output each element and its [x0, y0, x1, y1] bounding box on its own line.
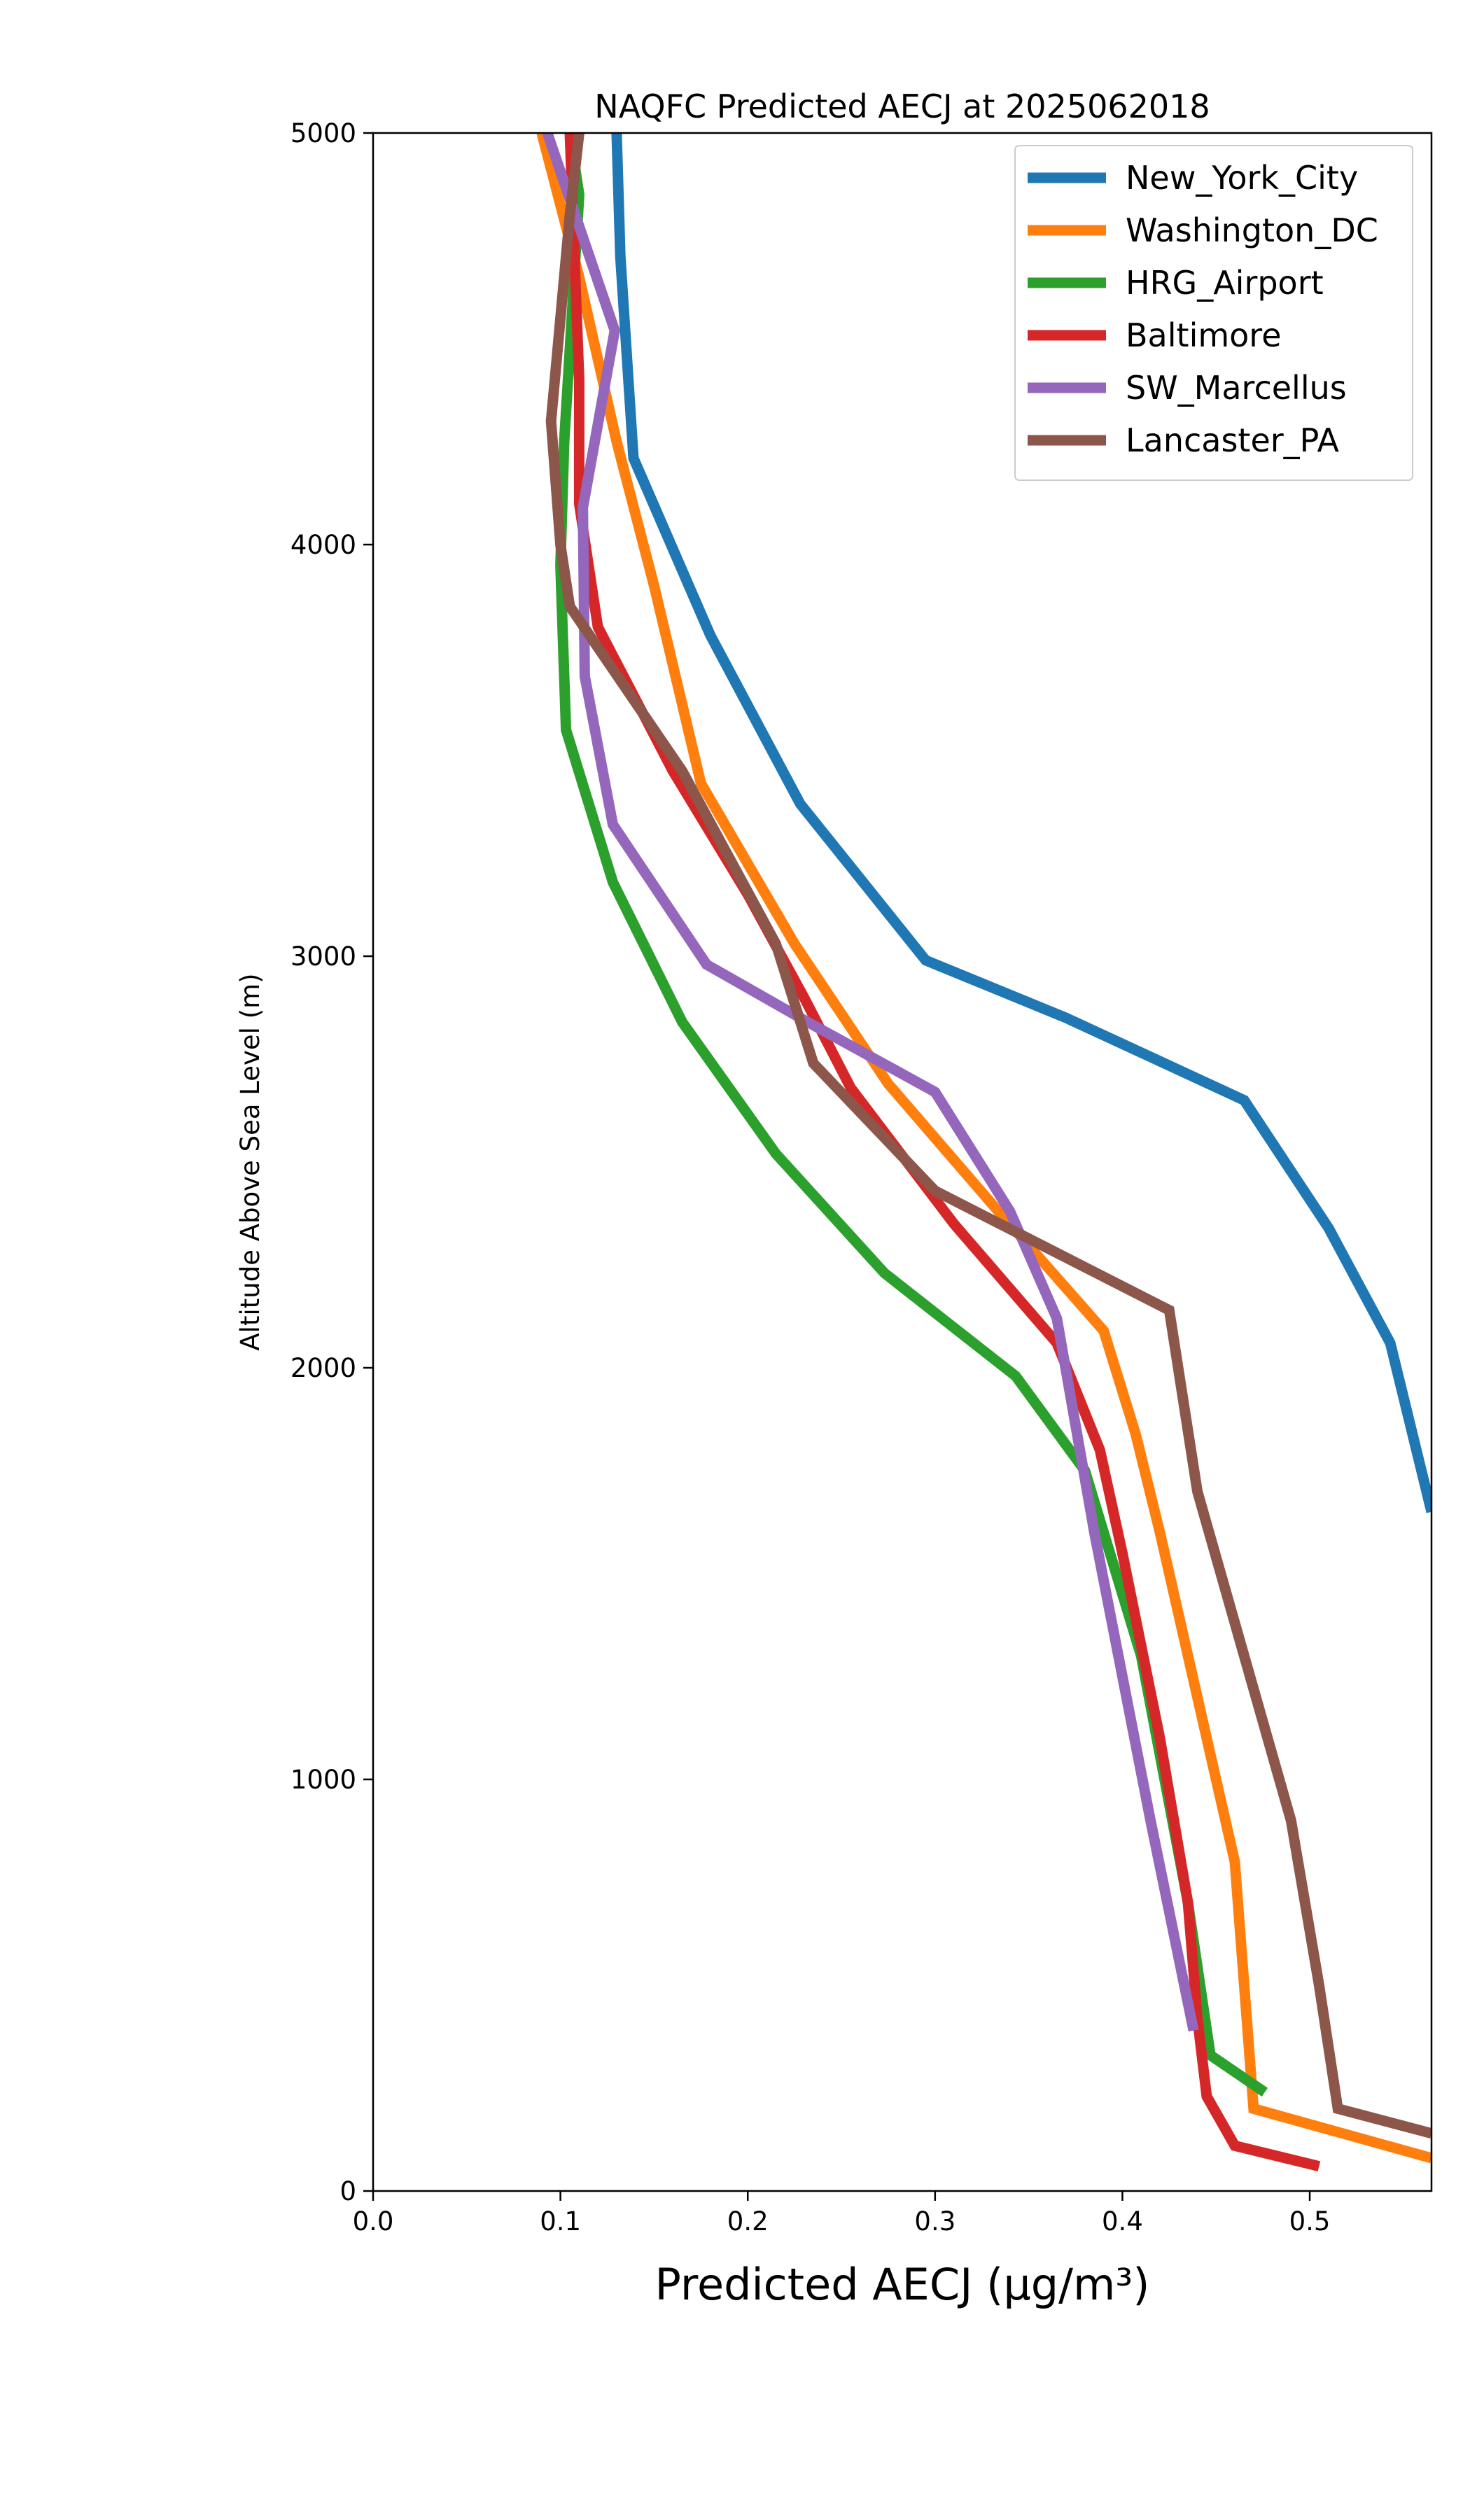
- legend-entry-sw-marcellus: SW_Marcellus: [1028, 369, 1347, 407]
- x-tick-label: 0.3: [914, 2206, 955, 2236]
- x-axis-label: Predicted AECJ (μg/m³): [655, 2259, 1150, 2310]
- legend-entry-washington-dc: Washington_DC: [1028, 211, 1378, 249]
- series-layer: [536, 133, 1432, 2171]
- chart-title: NAQFC Predicted AECJ at 2025062018: [594, 88, 1210, 125]
- legend: New_York_City Washington_DC HRG_Airport Bal…: [1014, 145, 1413, 481]
- series-line-washington-dc: [536, 133, 1432, 2164]
- legend-entry-new-york-city: New_York_City: [1028, 159, 1358, 197]
- x-tick-label: 0.5: [1289, 2206, 1331, 2236]
- x-tick-label: 0.2: [727, 2206, 769, 2236]
- legend-label: SW_Marcellus: [1126, 369, 1347, 407]
- series-line-lancaster-pa: [545, 133, 1432, 2138]
- series-line-sw-marcellus: [542, 133, 1199, 2032]
- legend-items: New_York_City Washington_DC HRG_Airport Bal…: [1028, 159, 1378, 459]
- legend-label: HRG_Airport: [1126, 264, 1324, 302]
- legend-entry-hrg-airport: HRG_Airport: [1028, 264, 1324, 302]
- legend-label: Baltimore: [1126, 316, 1282, 354]
- series-line-new-york-city: [611, 133, 1432, 1513]
- y-tick-label: 1000: [290, 1765, 356, 1795]
- x-axis: 0.0 0.1 0.2 0.3 0.4 0.5: [353, 2191, 1331, 2236]
- legend-box: [1014, 145, 1413, 481]
- y-tick-label: 3000: [290, 941, 356, 972]
- y-tick-label: 4000: [290, 530, 356, 560]
- axes-frame: [372, 132, 1433, 2192]
- legend-entry-baltimore: Baltimore: [1028, 316, 1282, 354]
- y-tick-label: 0: [340, 2176, 356, 2206]
- legend-label: Lancaster_PA: [1126, 421, 1339, 459]
- legend-label: Washington_DC: [1126, 211, 1378, 249]
- legend-label: New_York_City: [1126, 159, 1358, 197]
- y-axis-label: Altitude Above Sea Level (m): [235, 973, 265, 1350]
- y-tick-label: 2000: [290, 1353, 356, 1383]
- x-tick-label: 0.1: [540, 2206, 581, 2236]
- y-axis: 0 1000 2000 3000 4000 5000: [290, 118, 373, 2206]
- series-line-baltimore: [564, 133, 1321, 2171]
- x-tick-label: 0.4: [1102, 2206, 1143, 2236]
- x-tick-label: 0.0: [353, 2206, 394, 2236]
- legend-entry-lancaster-pa: Lancaster_PA: [1028, 421, 1339, 459]
- y-tick-label: 5000: [290, 118, 356, 148]
